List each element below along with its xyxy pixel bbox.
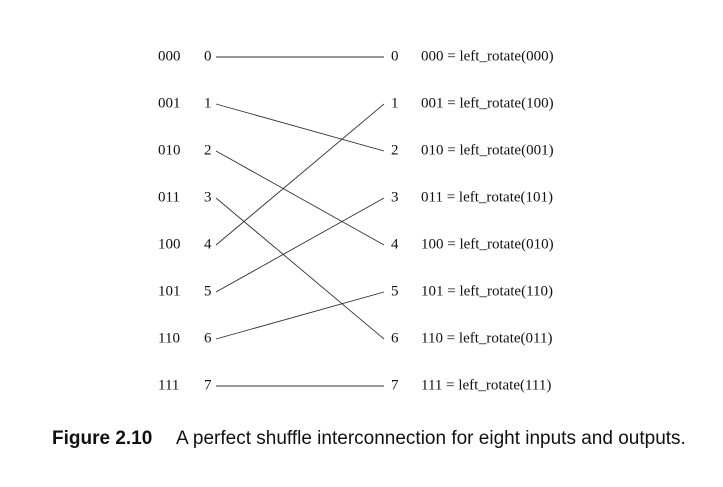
output-index-label: 0 xyxy=(391,48,399,64)
input-index-label: 0 xyxy=(204,48,212,64)
figure-caption: Figure 2.10 A perfect shuffle interconne… xyxy=(52,428,686,449)
input-binary-label: 111 xyxy=(158,377,179,393)
input-index-label: 5 xyxy=(204,283,212,299)
connection-line xyxy=(215,150,385,246)
input-binary-label: 110 xyxy=(158,330,180,346)
caption-label: Figure 2.10 xyxy=(52,428,152,449)
output-formula-label: 011 = left_rotate(101) xyxy=(421,189,553,205)
input-index-label: 1 xyxy=(204,95,212,111)
output-formula-label: 110 = left_rotate(011) xyxy=(421,330,552,346)
output-formula-label: 001 = left_rotate(100) xyxy=(421,95,554,111)
output-index-label: 2 xyxy=(391,142,399,158)
input-index-label: 6 xyxy=(204,330,212,346)
input-index-label: 3 xyxy=(204,189,212,205)
output-index-label: 5 xyxy=(391,283,399,299)
connection-line xyxy=(215,103,385,246)
connection-line xyxy=(215,197,385,340)
connection-line xyxy=(215,291,385,340)
output-labels: 0 000 = left_rotate(000) 1 001 = left_rotat… xyxy=(391,48,554,393)
input-binary-label: 001 xyxy=(158,95,181,111)
input-binary-label: 100 xyxy=(158,236,181,252)
input-index-label: 4 xyxy=(204,236,212,252)
output-index-label: 3 xyxy=(391,189,399,205)
connection-wires xyxy=(215,56,385,387)
input-binary-label: 101 xyxy=(158,283,181,299)
output-formula-label: 100 = left_rotate(010) xyxy=(421,236,554,252)
output-index-label: 1 xyxy=(391,95,399,111)
output-formula-label: 010 = left_rotate(001) xyxy=(421,142,554,158)
connection-line xyxy=(215,103,385,152)
connection-line xyxy=(215,197,385,293)
output-index-label: 7 xyxy=(391,377,399,393)
caption-text: A perfect shuffle interconnection for ei… xyxy=(176,428,686,449)
input-index-label: 7 xyxy=(204,377,212,393)
output-index-label: 4 xyxy=(391,236,399,252)
input-binary-label: 000 xyxy=(158,48,181,64)
output-index-label: 6 xyxy=(391,330,399,346)
input-binary-label: 011 xyxy=(158,189,180,205)
output-formula-label: 101 = left_rotate(110) xyxy=(421,283,553,299)
input-binary-label: 010 xyxy=(158,142,181,158)
output-formula-label: 000 = left_rotate(000) xyxy=(421,48,554,64)
output-formula-label: 111 = left_rotate(111) xyxy=(421,377,551,393)
input-index-label: 2 xyxy=(204,142,212,158)
